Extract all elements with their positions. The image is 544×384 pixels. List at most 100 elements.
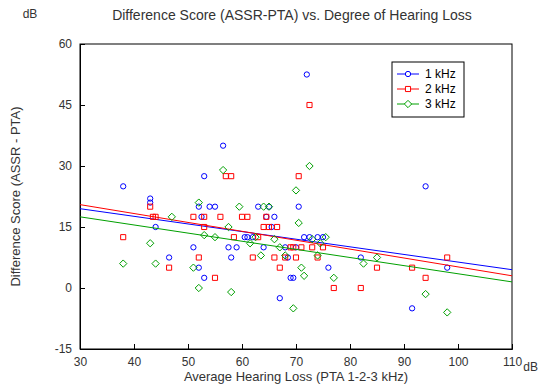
point	[195, 199, 202, 206]
y-axis: -15 0 15 30 45 60	[55, 37, 85, 356]
point	[196, 255, 201, 260]
point	[202, 174, 207, 179]
x-tick: 80	[344, 344, 358, 369]
x-tick-label: 60	[236, 355, 250, 369]
series-3	[80, 162, 512, 316]
point	[153, 214, 158, 219]
y-tick: 60	[59, 37, 85, 51]
point	[191, 245, 196, 250]
point	[201, 231, 208, 238]
x-tick-mark	[404, 344, 405, 349]
point	[275, 224, 280, 229]
x-axis: 30405060708090100110	[74, 344, 523, 369]
point	[239, 214, 244, 219]
legend: 1 kHz2 kHz3 kHz	[392, 62, 464, 117]
x-tick: 40	[128, 344, 142, 369]
point	[202, 214, 207, 219]
legend-box	[392, 62, 464, 117]
point	[309, 236, 316, 243]
y-tick: 15	[59, 220, 85, 234]
y-tick-label: 45	[59, 98, 73, 112]
point	[272, 214, 277, 219]
y-tick: 0	[65, 281, 85, 295]
legend-marker	[405, 86, 410, 91]
x-tick-mark	[512, 344, 513, 349]
y-tick-label: 15	[59, 220, 73, 234]
point	[423, 275, 428, 280]
y-tick-label: 60	[59, 37, 73, 51]
point	[168, 213, 175, 220]
point	[445, 255, 450, 260]
title: Difference Score (ASSR-PTA) vs. Degree o…	[112, 7, 472, 23]
point	[207, 204, 212, 209]
plot-area	[80, 72, 512, 316]
point	[261, 245, 266, 250]
y-tick: 30	[59, 159, 85, 173]
y-tick-mark	[80, 227, 85, 228]
point	[246, 240, 253, 247]
point	[322, 234, 329, 241]
chart: 30405060708090100110-15015304560Differen…	[0, 0, 544, 384]
x-tick-mark	[458, 344, 459, 349]
point	[272, 255, 277, 260]
point	[218, 214, 223, 219]
y-unit: dB	[23, 7, 38, 21]
x-tick-label: 90	[398, 355, 412, 369]
point	[290, 305, 297, 312]
point	[231, 235, 236, 240]
legend-label: 2 kHz	[425, 82, 456, 96]
y-tick: -15	[55, 342, 85, 356]
point	[252, 234, 259, 241]
point	[250, 235, 255, 240]
trend-line	[80, 217, 512, 282]
point	[360, 260, 367, 267]
legend-marker	[404, 100, 411, 107]
legend-label: 1 kHz	[425, 67, 456, 81]
point	[260, 203, 267, 210]
point	[265, 203, 272, 210]
point	[444, 309, 451, 316]
trend-line	[80, 205, 512, 276]
y-tick-mark	[80, 288, 85, 289]
point	[219, 166, 226, 173]
point	[299, 245, 304, 250]
plot-frame	[80, 44, 512, 349]
point	[152, 260, 159, 267]
x-tick: 60	[236, 344, 250, 369]
point	[296, 174, 301, 179]
x-tick: 70	[290, 344, 304, 369]
point	[277, 265, 282, 270]
legend-label: 3 kHz	[425, 97, 456, 111]
y-tick-label: -15	[55, 342, 73, 356]
x-tick: 100	[448, 344, 468, 369]
x-tick: 90	[398, 344, 412, 369]
x-tick-mark	[188, 344, 189, 349]
point	[226, 245, 231, 250]
point	[296, 204, 301, 209]
point	[228, 288, 235, 295]
point	[266, 224, 271, 229]
point	[264, 214, 269, 219]
point	[423, 184, 428, 189]
point	[293, 255, 298, 260]
point	[409, 306, 414, 311]
point	[121, 235, 126, 240]
point	[236, 203, 243, 210]
point	[410, 265, 415, 270]
point	[314, 252, 321, 259]
point	[256, 235, 261, 240]
y-tick-mark	[80, 166, 85, 167]
point	[229, 174, 234, 179]
point	[245, 235, 250, 240]
point	[264, 214, 269, 219]
point	[374, 265, 379, 270]
point	[292, 187, 299, 194]
point	[147, 240, 154, 247]
point	[304, 72, 309, 77]
point	[191, 214, 196, 219]
point	[261, 224, 266, 229]
point	[373, 254, 380, 261]
x-tick-mark	[134, 344, 135, 349]
x-axis-title: Average Hearing Loss (PTA 1-2-3 kHz)	[184, 369, 408, 384]
point	[291, 275, 296, 280]
